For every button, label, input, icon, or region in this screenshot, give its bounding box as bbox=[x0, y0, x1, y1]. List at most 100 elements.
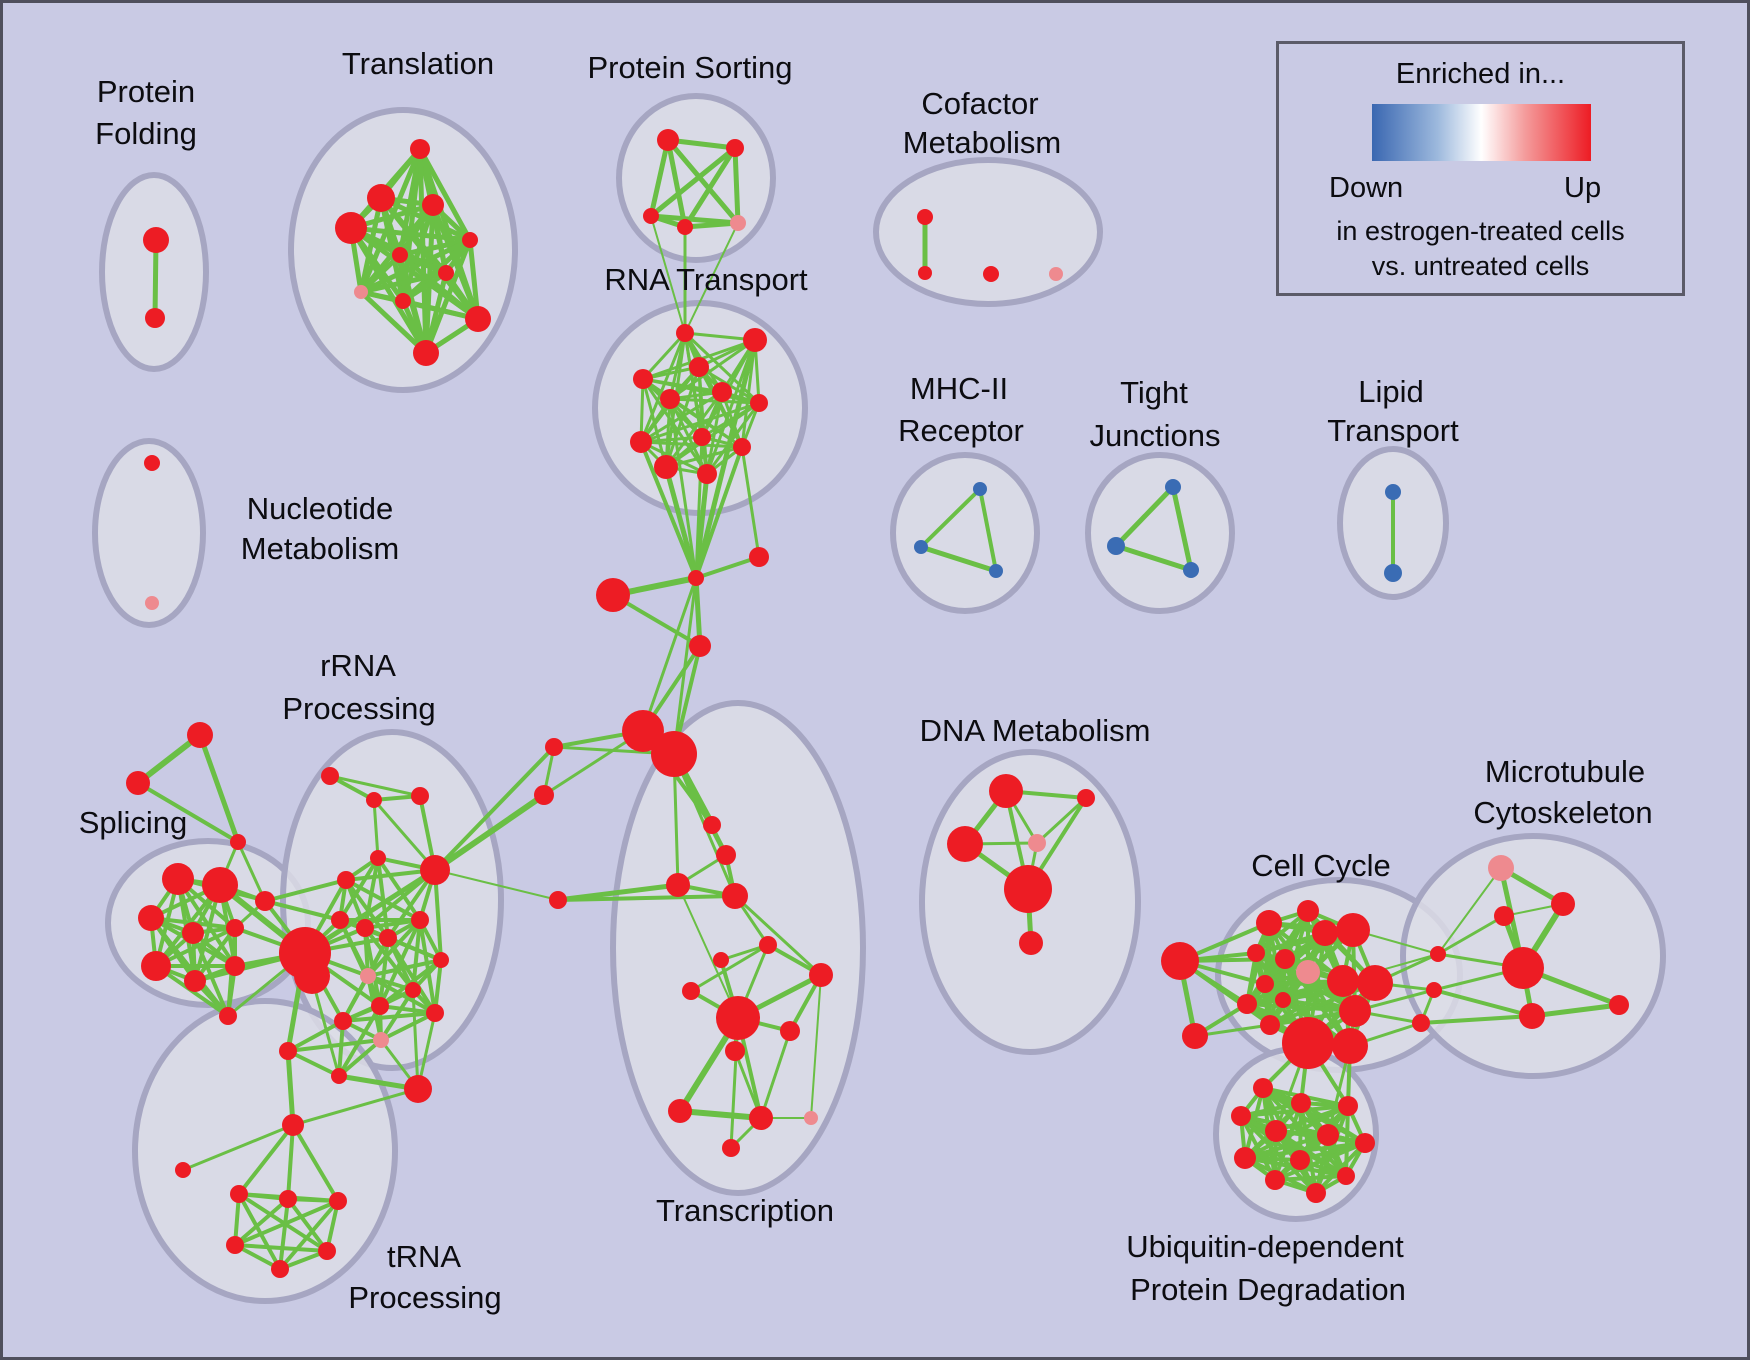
node-rt8 bbox=[693, 428, 711, 446]
edge bbox=[1273, 1174, 1348, 1182]
edge bbox=[1243, 1133, 1330, 1160]
edge bbox=[467, 237, 481, 322]
edge bbox=[372, 798, 437, 872]
edge bbox=[236, 840, 267, 903]
node-dm3 bbox=[947, 826, 983, 862]
node-ub6 bbox=[1317, 1124, 1339, 1146]
edge bbox=[555, 882, 681, 903]
node-rt6 bbox=[712, 382, 732, 402]
node-rr10 bbox=[379, 929, 397, 947]
node-nm1 bbox=[144, 455, 160, 471]
node-rr22 bbox=[404, 1075, 432, 1103]
node-ub8 bbox=[1234, 1147, 1256, 1169]
edge bbox=[556, 894, 737, 902]
node-tc11 bbox=[780, 1021, 800, 1041]
edge bbox=[285, 1048, 296, 1128]
cluster-label-mhc-ii-receptor: Receptor bbox=[898, 413, 1024, 448]
node-cc12 bbox=[1327, 965, 1359, 997]
edge bbox=[233, 1243, 329, 1253]
node-tc3 bbox=[666, 873, 690, 897]
edge bbox=[694, 435, 704, 580]
node-rt9 bbox=[630, 431, 652, 453]
cluster-label-cell-cycle: Cell Cycle bbox=[1251, 848, 1391, 883]
edge bbox=[423, 270, 449, 356]
node-cc14 bbox=[1339, 995, 1371, 1027]
edge bbox=[648, 137, 671, 219]
edge bbox=[639, 440, 709, 476]
node-rr19 bbox=[426, 1004, 444, 1022]
edge bbox=[233, 1197, 290, 1247]
node-rr13 bbox=[405, 982, 421, 998]
node-tl2 bbox=[367, 184, 395, 212]
edge bbox=[759, 1029, 792, 1120]
edge bbox=[397, 237, 473, 258]
edge bbox=[639, 440, 744, 449]
node-tc16 bbox=[722, 1139, 740, 1157]
edge bbox=[1432, 988, 1534, 1018]
edge bbox=[1239, 1104, 1350, 1118]
cluster-label-rrna-processing: Processing bbox=[282, 691, 435, 726]
node-ub5 bbox=[1265, 1120, 1287, 1142]
edge bbox=[397, 252, 449, 276]
cluster-label-cofactor-metabolism: Cofactor bbox=[921, 86, 1038, 121]
legend-title: Enriched in... bbox=[1395, 58, 1566, 90]
edge bbox=[433, 868, 443, 962]
edge bbox=[1436, 914, 1506, 956]
node-mt4 bbox=[1502, 947, 1544, 989]
node-rr3 bbox=[411, 787, 429, 805]
node-rr6 bbox=[420, 855, 450, 885]
edge bbox=[1170, 484, 1194, 573]
node-rr7 bbox=[411, 911, 429, 929]
node-nm2 bbox=[145, 596, 159, 610]
edge bbox=[197, 732, 241, 845]
node-cc17 bbox=[1282, 1017, 1334, 1069]
edge bbox=[358, 289, 429, 356]
node-dm1 bbox=[989, 774, 1023, 808]
node-lp1 bbox=[1385, 484, 1401, 500]
node-rr2 bbox=[366, 792, 382, 808]
node-tc14 bbox=[749, 1106, 773, 1130]
legend-subtitle-line1: in estrogen-treated cells bbox=[1336, 216, 1625, 246]
node-ub9 bbox=[1290, 1150, 1310, 1170]
legend-up-label: Up bbox=[1564, 172, 1602, 204]
node-rr8 bbox=[331, 911, 349, 929]
node-tn5 bbox=[226, 1236, 244, 1254]
node-cf3 bbox=[983, 266, 999, 282]
edge bbox=[237, 1192, 282, 1271]
node-tj2 bbox=[1107, 537, 1125, 555]
node-cc13 bbox=[1357, 965, 1393, 1001]
edge bbox=[1113, 543, 1194, 573]
node-sp2 bbox=[202, 867, 238, 903]
node-mt7 bbox=[1430, 946, 1446, 962]
node-rt1 bbox=[676, 324, 694, 342]
cluster-label-rrna-processing: rRNA bbox=[320, 648, 396, 683]
edge bbox=[337, 1019, 345, 1078]
node-sp4 bbox=[182, 922, 204, 944]
node-dm2 bbox=[1077, 789, 1095, 807]
cluster-label-ubiquitin-degradation: Protein Degradation bbox=[1130, 1272, 1406, 1307]
node-tc2 bbox=[716, 845, 736, 865]
edge bbox=[663, 464, 699, 581]
node-mh1 bbox=[973, 482, 987, 496]
node-bb8 bbox=[534, 785, 554, 805]
node-tc13 bbox=[668, 1099, 692, 1123]
cluster-label-microtubule-cytoskeleton: Microtubule bbox=[1485, 754, 1645, 789]
node-cc8 bbox=[1275, 949, 1295, 969]
edge bbox=[286, 1123, 295, 1201]
cluster-label-protein-folding: Protein bbox=[97, 74, 195, 109]
node-mt5 bbox=[1609, 995, 1629, 1015]
cluster-label-protein-sorting: Protein Sorting bbox=[587, 50, 792, 85]
node-cf2 bbox=[918, 266, 932, 280]
node-rr11 bbox=[433, 952, 449, 968]
node-ps4 bbox=[677, 219, 693, 235]
node-bb2 bbox=[749, 547, 769, 567]
node-cc18 bbox=[1332, 1028, 1368, 1064]
node-ub7 bbox=[1355, 1133, 1375, 1153]
node-rr4 bbox=[370, 850, 386, 866]
node-cc3 bbox=[1247, 944, 1265, 962]
edge bbox=[639, 331, 687, 444]
edge bbox=[386, 936, 437, 1015]
edge bbox=[278, 1199, 340, 1271]
node-pf2 bbox=[145, 308, 165, 328]
edge bbox=[372, 798, 380, 860]
